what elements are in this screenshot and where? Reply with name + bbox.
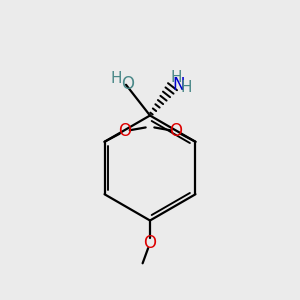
Text: O: O	[121, 75, 134, 93]
Text: O: O	[143, 234, 157, 252]
Text: H: H	[171, 70, 182, 85]
Text: O: O	[118, 122, 131, 140]
Text: O: O	[169, 122, 182, 140]
Text: H: H	[181, 80, 192, 95]
Text: H: H	[111, 71, 122, 86]
Text: N: N	[172, 76, 184, 94]
